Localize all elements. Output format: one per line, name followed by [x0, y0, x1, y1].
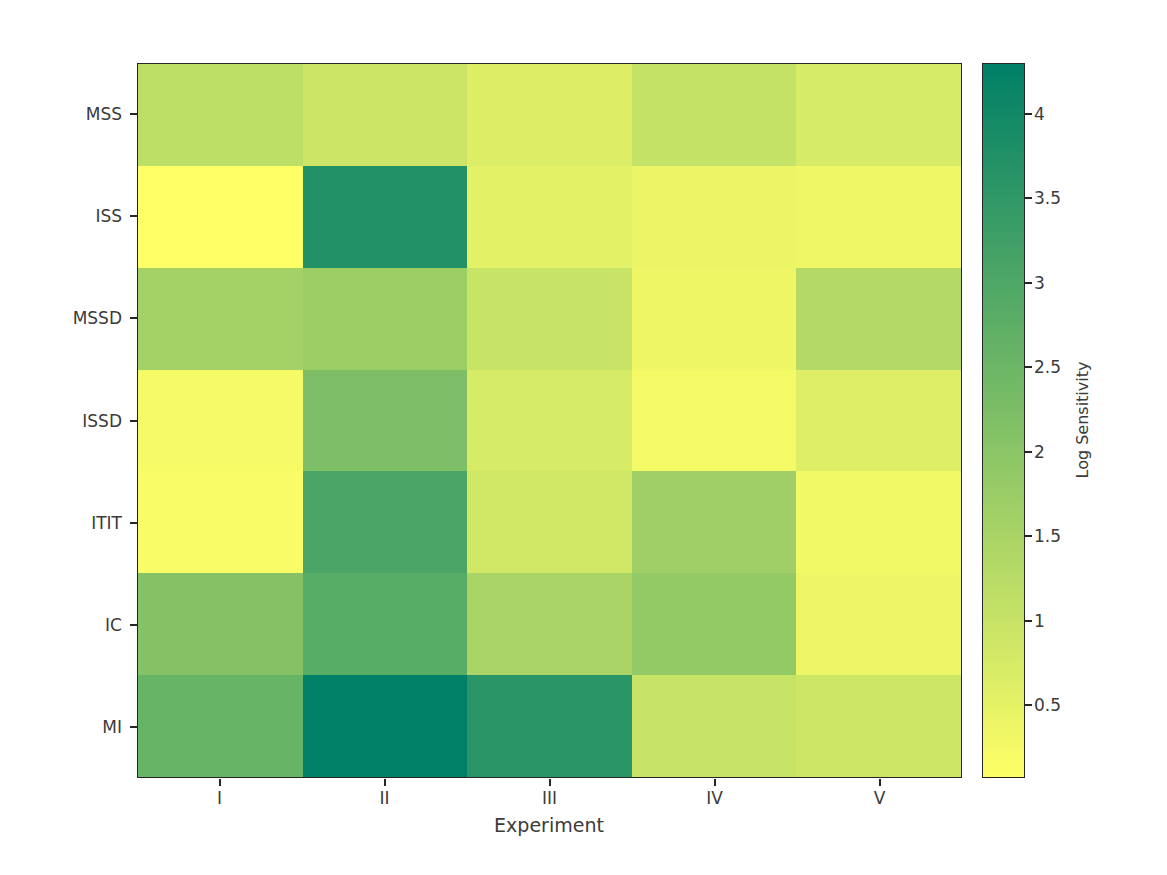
heatmap-cell [796, 471, 961, 573]
heatmap-plot-area [137, 63, 962, 778]
heatmap-cell [632, 268, 797, 370]
heatmap-cell [632, 675, 797, 777]
x-tick-label: II [335, 788, 435, 808]
heatmap-cell [303, 573, 468, 675]
y-tick-mark [130, 113, 137, 115]
colorbar-tick-mark [1025, 366, 1032, 368]
y-tick-mark [130, 624, 137, 626]
heatmap-cell [796, 64, 961, 166]
y-tick-mark [130, 317, 137, 319]
x-axis-title: Experiment [449, 814, 649, 836]
figure: MSSISSMSSDISSDITITICMI IIIIIIIVV Experim… [0, 0, 1167, 875]
heatmap-cell [138, 471, 303, 573]
x-tick-label: III [500, 788, 600, 808]
y-tick-mark [130, 215, 137, 217]
y-tick-label: ISS [0, 206, 122, 226]
y-tick-label: MI [0, 717, 122, 737]
x-tick-mark [384, 779, 386, 786]
x-tick-mark [219, 779, 221, 786]
heatmap-cell [138, 675, 303, 777]
colorbar-tick-label: 1.5 [1034, 526, 1094, 546]
heatmap-cell [467, 573, 632, 675]
x-tick-mark [549, 779, 551, 786]
heatmap-cell [632, 166, 797, 268]
heatmap-cell [138, 268, 303, 370]
y-tick-label: MSS [0, 104, 122, 124]
colorbar-tick-label: 3.5 [1034, 188, 1094, 208]
colorbar [982, 63, 1025, 778]
colorbar-tick-mark [1025, 197, 1032, 199]
heatmap-cell [467, 64, 632, 166]
heatmap-cell [796, 573, 961, 675]
colorbar-tick-label: 3 [1034, 273, 1094, 293]
y-tick-mark [130, 522, 137, 524]
colorbar-tick-mark [1025, 704, 1032, 706]
colorbar-tick-mark [1025, 451, 1032, 453]
heatmap-cell [138, 166, 303, 268]
heatmap-cell [303, 370, 468, 472]
heatmap-cell [467, 268, 632, 370]
x-tick-mark [879, 779, 881, 786]
x-tick-mark [714, 779, 716, 786]
heatmap-cell [303, 64, 468, 166]
heatmap-cell [632, 64, 797, 166]
heatmap-cell [796, 675, 961, 777]
heatmap-cell [632, 573, 797, 675]
colorbar-tick-label: 1 [1034, 611, 1094, 631]
heatmap-cell [303, 268, 468, 370]
heatmap-cell [796, 268, 961, 370]
heatmap-cell [467, 370, 632, 472]
y-tick-label: ITIT [0, 513, 122, 533]
y-tick-label: MSSD [0, 308, 122, 328]
heatmap-cell [467, 675, 632, 777]
heatmap-cell [138, 573, 303, 675]
y-tick-mark [130, 420, 137, 422]
heatmap-cell [632, 370, 797, 472]
x-tick-label: IV [665, 788, 765, 808]
y-tick-mark [130, 726, 137, 728]
y-tick-label: IC [0, 615, 122, 635]
heatmap-cell [796, 166, 961, 268]
heatmap-cell [138, 370, 303, 472]
heatmap-cell [796, 370, 961, 472]
heatmap-cell [303, 471, 468, 573]
heatmap-cell [467, 471, 632, 573]
colorbar-tick-mark [1025, 620, 1032, 622]
colorbar-title: Log Sensitivity [1073, 320, 1093, 520]
heatmap-cell [632, 471, 797, 573]
colorbar-tick-mark [1025, 282, 1032, 284]
y-tick-label: ISSD [0, 411, 122, 431]
colorbar-tick-label: 0.5 [1034, 695, 1094, 715]
colorbar-tick-mark [1025, 535, 1032, 537]
heatmap-cell [467, 166, 632, 268]
colorbar-tick-label: 4 [1034, 104, 1094, 124]
heatmap-cell [303, 675, 468, 777]
heatmap-cell [303, 166, 468, 268]
x-tick-label: V [830, 788, 930, 808]
colorbar-tick-mark [1025, 113, 1032, 115]
heatmap-cell [138, 64, 303, 166]
x-tick-label: I [170, 788, 270, 808]
